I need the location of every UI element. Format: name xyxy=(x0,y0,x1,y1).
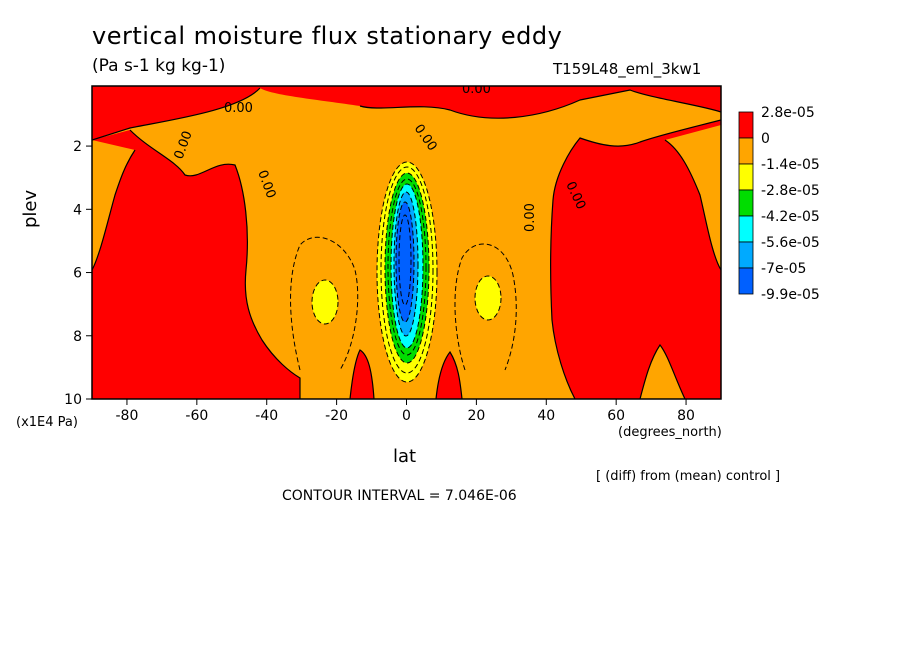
chart-units: (Pa s-1 kg kg-1) xyxy=(92,56,226,76)
orange-plume-nh xyxy=(640,345,685,399)
colorbar-label: -7e-05 xyxy=(761,261,806,277)
y-axis-units: (x1E4 Pa) xyxy=(16,415,78,430)
x-axis: -80 -60 -40 -20 0 20 40 60 80 xyxy=(116,399,695,424)
colorbar-swatch xyxy=(738,189,754,217)
x-axis-label: lat xyxy=(393,446,417,467)
y-tick-label: 10 xyxy=(64,392,82,408)
yellow-patch-north xyxy=(475,276,501,320)
colorbar-label: -1.4e-05 xyxy=(761,157,820,173)
red-region-top xyxy=(92,86,721,140)
zero-label: 0.00 xyxy=(224,101,253,116)
run-label: T159L48_eml_3kw1 xyxy=(553,60,702,78)
colorbar-label: -5.6e-05 xyxy=(761,235,820,251)
colorbar-swatch xyxy=(738,137,754,165)
yellow-patch-south xyxy=(312,280,338,324)
colorbar-label: -2.8e-05 xyxy=(761,183,820,199)
x-tick-label: -20 xyxy=(325,408,348,424)
zero-contours xyxy=(92,87,721,399)
negative-contours xyxy=(290,161,517,383)
colorbar-swatch xyxy=(738,241,754,269)
y-axis: 2 4 6 8 10 xyxy=(64,139,92,408)
x-tick-label: -80 xyxy=(116,408,139,424)
orange-intrusion-sh xyxy=(92,140,135,270)
colorbar-label: -4.2e-05 xyxy=(761,209,820,225)
red-region-nh xyxy=(550,120,721,399)
y-axis-label: plev xyxy=(20,189,41,228)
colorbar-swatch xyxy=(738,267,754,295)
x-tick-label: 40 xyxy=(537,408,555,424)
colorbar-label: 0 xyxy=(761,131,770,147)
y-tick-label: 6 xyxy=(73,266,82,282)
contour-fills: 0.00 0.00 0.00 0.00 0.00 0.00 0.00 xyxy=(92,82,721,399)
zero-label: 0.00 xyxy=(523,203,538,232)
x-tick-label: -40 xyxy=(255,408,278,424)
x-tick-label: 20 xyxy=(467,408,485,424)
chart-title: vertical moisture flux stationary eddy xyxy=(92,22,563,50)
colorbar: 2.8e-05 0 -1.4e-05 -2.8e-05 -4.2e-05 -5.6e-05… xyxy=(738,105,820,303)
x-tick-label: 0 xyxy=(402,408,411,424)
x-tick-label: 60 xyxy=(607,408,625,424)
orange-intrusion-nh xyxy=(665,125,721,270)
x-tick-label: -60 xyxy=(185,408,208,424)
colorbar-swatch xyxy=(738,163,754,191)
contour-interval: CONTOUR INTERVAL = 7.046E-06 xyxy=(282,488,517,504)
y-tick-label: 2 xyxy=(73,139,82,155)
colorbar-swatch xyxy=(738,111,754,139)
zero-label: 0.00 xyxy=(462,82,491,97)
diff-note: [ (diff) from (mean) control ] xyxy=(596,469,781,484)
y-tick-label: 8 xyxy=(73,329,82,345)
colorbar-swatch xyxy=(738,215,754,243)
red-region-sh xyxy=(92,130,300,399)
x-tick-label: 80 xyxy=(677,408,695,424)
colorbar-label: 2.8e-05 xyxy=(761,105,815,121)
colorbar-label: -9.9e-05 xyxy=(761,287,820,303)
y-tick-label: 4 xyxy=(73,202,82,218)
x-axis-units: (degrees_north) xyxy=(618,425,722,440)
